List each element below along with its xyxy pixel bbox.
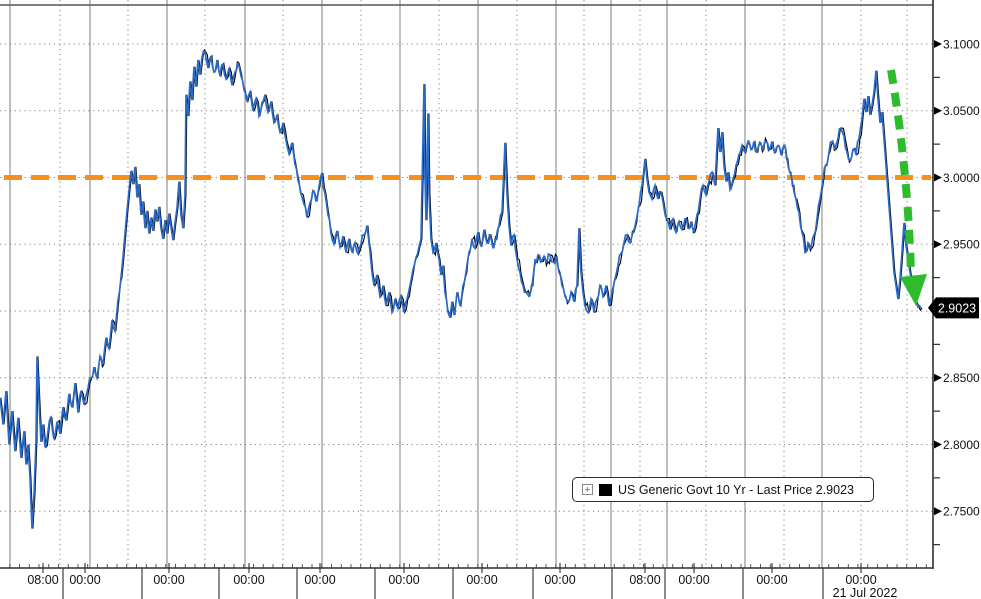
trend-arrow-down <box>887 69 927 306</box>
y-tick-arrow-icon <box>934 40 942 48</box>
y-axis-label: 2.7500 <box>943 505 980 519</box>
y-tick-arrow-icon <box>934 373 942 382</box>
arrow-head-icon <box>900 274 927 306</box>
y-axis-label: 2.8500 <box>943 371 980 385</box>
axes <box>0 0 940 599</box>
x-axis-label: 00:00 <box>388 573 419 587</box>
x-axis-label: 00:00 <box>544 573 575 587</box>
price-line <box>0 50 922 529</box>
x-axis-label: 00:00 <box>233 573 264 587</box>
price-tag-value: 2.9023 <box>938 302 976 316</box>
y-axis-label: 2.9500 <box>943 238 980 252</box>
x-axis-labels: 08:00 00:00 00:00 00:00 00:00 00:00 00:00 00:00… <box>27 573 897 599</box>
x-axis-label: 00:00 <box>756 573 787 587</box>
y-axis-label: 3.0500 <box>943 104 980 118</box>
last-price-tag: 2.9023 <box>928 297 979 319</box>
y-axis-label: 3.1000 <box>943 37 980 51</box>
x-axis-label: 00:00 <box>304 573 335 587</box>
price-tag-shape <box>928 297 979 319</box>
legend-series-label: US Generic Govt 10 Yr - Last Price 2.902… <box>618 482 854 497</box>
y-axis-label: 2.8000 <box>943 438 980 452</box>
y-tick-arrow-icon <box>934 106 942 115</box>
x-axis-label: 08:00 <box>629 573 660 587</box>
x-axis-label: 00:00 <box>153 573 184 587</box>
x-axis-label: 00:00 <box>845 573 876 587</box>
gridlines <box>0 0 933 568</box>
y-tick-arrow-icon <box>934 173 942 182</box>
y-axis-labels: 3.1000 3.0500 3.0000 2.9500 2.8500 2.8000 2.75… <box>934 37 980 519</box>
x-axis-label: 00:00 <box>678 573 709 587</box>
y-axis-label: 3.0000 <box>943 171 980 185</box>
x-axis-date-label: 21 Jul 2022 <box>833 586 898 599</box>
legend-series-swatch <box>599 483 612 496</box>
y-tick-arrow-icon <box>934 440 942 449</box>
x-axis-label: 00:00 <box>466 573 497 587</box>
legend[interactable]: US Generic Govt 10 Yr - Last Price 2.902… <box>572 477 874 502</box>
x-axis-label: 00:00 <box>69 573 100 587</box>
y-tick-arrow-icon <box>934 507 942 516</box>
legend-expand-icon[interactable] <box>582 484 593 495</box>
y-tick-arrow-icon <box>934 240 942 249</box>
x-axis-label: 08:00 <box>27 573 58 587</box>
